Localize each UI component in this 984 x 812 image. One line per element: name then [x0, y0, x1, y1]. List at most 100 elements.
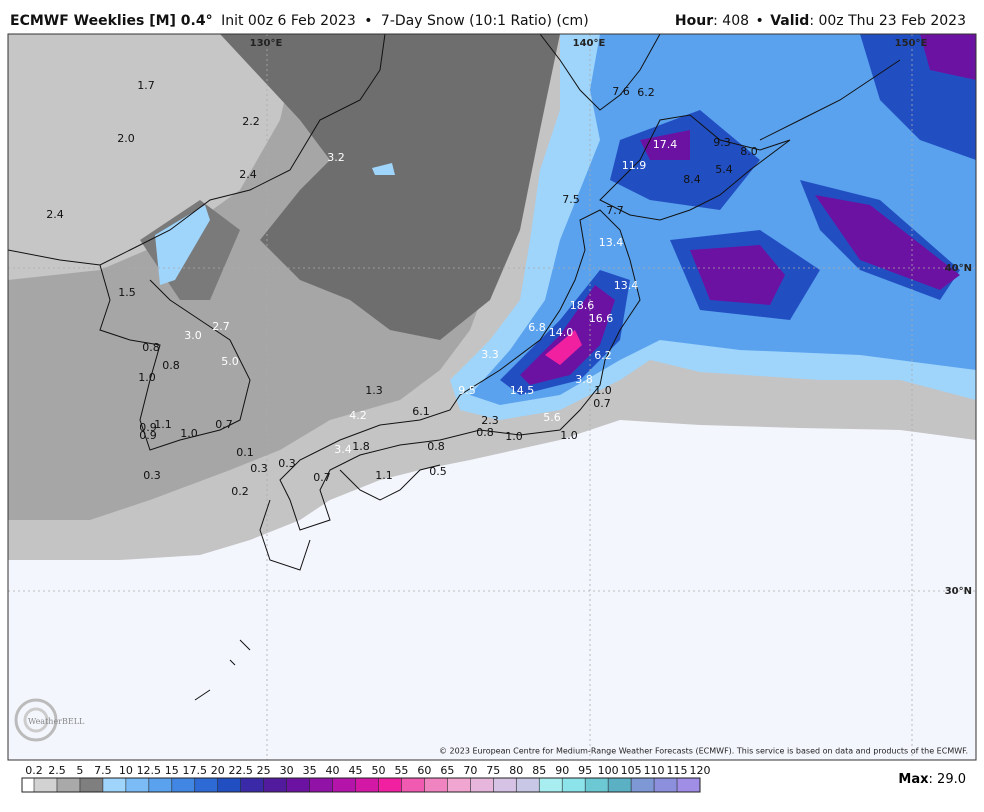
snow-amount: 2.4 [239, 168, 257, 181]
colorbar-cell [654, 778, 678, 792]
hour-label: Hour [675, 13, 713, 29]
colorbar-cell [56, 778, 80, 792]
colorbar-label: 90 [555, 764, 569, 777]
colorbar-label: 80 [509, 764, 523, 777]
colorbar-cell [309, 778, 333, 792]
colorbar-cell [562, 778, 586, 792]
snow-amount: 0.2 [231, 485, 249, 498]
colorbar-label: 115 [667, 764, 688, 777]
colorbar-cell [470, 778, 494, 792]
colorbar-label: 40 [326, 764, 340, 777]
snow-amount: 0.5 [429, 465, 447, 478]
snow-amount: 0.8 [476, 426, 494, 439]
snow-dark-blue [500, 34, 976, 395]
snow-amount: 2.4 [46, 208, 64, 221]
snow-amount: 5.6 [543, 411, 561, 424]
colorbar-label: 55 [394, 764, 408, 777]
snow-amount: 7.7 [606, 204, 624, 217]
colorbar-cell [608, 778, 632, 792]
colorbar-label: 45 [349, 764, 363, 777]
snow-amount: 1.7 [137, 79, 155, 92]
snow-amount: 1.8 [352, 440, 370, 453]
snow-amount: 1.0 [180, 427, 198, 440]
logo-swirl [14, 698, 58, 742]
colorbar-cell [539, 778, 563, 792]
colorbar-label: 60 [417, 764, 431, 777]
colorbar-label: 10 [119, 764, 133, 777]
model-name: ECMWF Weeklies [M] 0.4° [10, 13, 213, 29]
snow-amount: 11.9 [622, 159, 647, 172]
colorbar-label: 25 [257, 764, 271, 777]
colorbar-label: 17.5 [183, 764, 208, 777]
snow-amount: 6.2 [637, 86, 655, 99]
lake [155, 163, 395, 285]
snow-amount: 0.7 [313, 471, 331, 484]
snow-amount: 3.8 [575, 373, 593, 386]
colorbar-cell [424, 778, 448, 792]
separator: • [364, 13, 372, 29]
colorbar-cell [447, 778, 471, 792]
snow-amount: 8.0 [740, 145, 758, 158]
snow-amount: 1.1 [375, 469, 393, 482]
shikoku-coast [339, 464, 441, 501]
grid-labels: 130°E 140°E 150°E 40°N 30°N [250, 38, 972, 597]
coastlines [8, 34, 901, 701]
colorbar-label: 50 [371, 764, 385, 777]
colorbar-cell [355, 778, 379, 792]
max-value: Max: 29.0 [898, 772, 966, 787]
korea-coast [99, 264, 251, 451]
colorbar-label: 12.5 [137, 764, 162, 777]
kyushu-coast [259, 499, 311, 571]
snow-amount: 3.0 [184, 329, 202, 342]
snow-amount: 2.3 [481, 414, 499, 427]
colorbar-cell [125, 778, 149, 792]
snow-amount: 18.6 [570, 299, 595, 312]
border [8, 34, 386, 266]
snow-amount: 2.7 [212, 320, 230, 333]
colorbar-cell [79, 778, 103, 792]
colorbar-cell [493, 778, 517, 792]
separator: • [755, 13, 763, 29]
copyright: © 2023 European Centre for Medium-Range … [439, 747, 968, 756]
map-frame [7, 33, 977, 761]
colorbar-cell [585, 778, 609, 792]
snow-amount: 0.3 [250, 462, 268, 475]
colorbar-cell [631, 778, 655, 792]
snow-amount: 1.0 [505, 430, 523, 443]
colorbar-label: 70 [463, 764, 477, 777]
init-time: Init 00z 6 Feb 2023 [221, 13, 356, 29]
snow-amount: 1.0 [560, 429, 578, 442]
valid: : 00z Thu 23 Feb 2023 [809, 13, 966, 29]
snow-dark-gray [220, 34, 560, 340]
colorbar-label: 15 [165, 764, 179, 777]
snow-amount: 6.8 [528, 321, 546, 334]
longitude-label: 140°E [573, 38, 606, 49]
snow-amount: 6.2 [594, 349, 612, 362]
colorbar-label: 5 [76, 764, 83, 777]
snow-amount: 0.1 [236, 446, 254, 459]
snow-amount: 7.6 [612, 85, 630, 98]
colorbar-cell [263, 778, 287, 792]
snow-amount: 1.1 [154, 418, 172, 431]
snow-amount: 0.8 [427, 440, 445, 453]
colorbar-cell [34, 778, 57, 792]
colorbar-cell [677, 778, 700, 792]
snow-amount: 0.9 [139, 421, 157, 434]
honshu-coast [279, 209, 641, 531]
snow-amount: 2.2 [242, 115, 260, 128]
snow-amount: 14.5 [510, 384, 535, 397]
colorbar-cell [194, 778, 218, 792]
colorbar-label: 105 [621, 764, 642, 777]
colorbar-cell [401, 778, 425, 792]
snow-amount: 1.5 [118, 286, 136, 299]
snow-amount: 17.4 [653, 138, 678, 151]
map-labels: 1.7 2.0 2.2 3.2 2.4 2.4 1.5 3.0 2.7 0.8 5.0 0.8 1.0 1… [46, 79, 758, 498]
valid-label: Valid [770, 13, 809, 29]
snow-amount: 0.8 [142, 341, 160, 354]
snow-amount: 6.1 [412, 405, 430, 418]
snow-amount: 5.0 [221, 355, 239, 368]
colorbar-label: 22.5 [228, 764, 253, 777]
snow-amount: 13.4 [614, 279, 639, 292]
